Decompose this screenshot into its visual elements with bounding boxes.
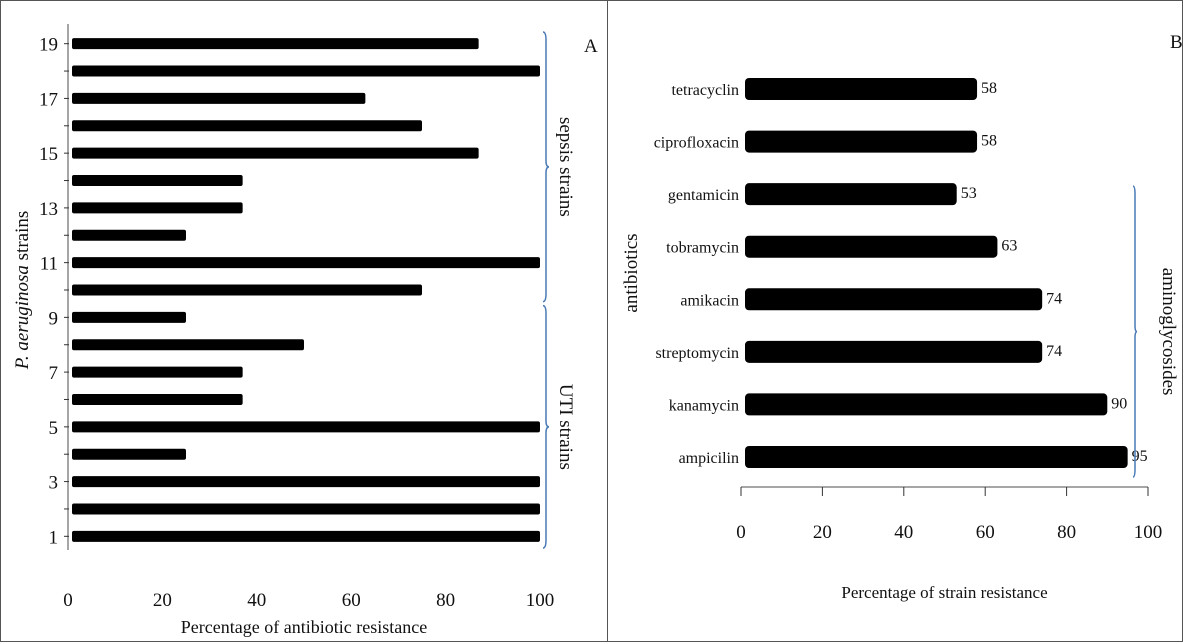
panel-a-bar (72, 476, 540, 488)
panel-b-bar (745, 183, 957, 206)
panel-b-x-tick-label: 0 (736, 522, 746, 543)
panel-a-bar (72, 393, 243, 405)
panel-a-brace-label: sepsis strains (555, 117, 576, 217)
panel-b: 0 20 40 60 80 100 95 ampicilin 90 kanamycin 74 stre… (607, 0, 1183, 642)
panel-b-y-axis-label: antibiotics (621, 233, 642, 312)
panel-b-data-label: 63 (1001, 238, 1017, 255)
panel-a-bar (72, 311, 186, 323)
panel-b-bar (745, 288, 1043, 311)
panel-b-category-label: ampicilin (679, 450, 739, 467)
panel-b-brace (1132, 185, 1138, 478)
panel-a-brace (542, 304, 550, 549)
panel-a-bar (72, 421, 540, 433)
panel-a-x-tick-label: 0 (63, 590, 73, 611)
panel-b-data-label: 90 (1111, 395, 1127, 412)
panel-a-y-tick-label: 7 (49, 363, 59, 384)
panel-a-brace-label: UTI strains (555, 384, 576, 470)
panel-a-bar (72, 530, 540, 542)
panel-b-category-label: gentamicin (668, 187, 739, 204)
panel-a-y-tick-label: 17 (39, 89, 58, 110)
panel-a-bar (72, 257, 540, 269)
panel-b-data-label: 95 (1132, 448, 1148, 465)
panel-a-y-axis-label-rest: strains (12, 211, 33, 265)
panel-a-bar (72, 65, 540, 77)
panel-b-category-label: streptomycin (655, 345, 739, 362)
panel-a-bar (72, 366, 243, 378)
panel-a-x-tick-label: 100 (526, 590, 555, 611)
panel-a-label: A (584, 36, 598, 57)
panel-a-bar (72, 38, 479, 50)
panel-a-y-axis-label-italic: P. aeruginosa (12, 265, 33, 370)
panel-b-category-label: tetracyclin (671, 82, 739, 99)
panel-b-bar (745, 393, 1108, 416)
panel-b-label: B (1170, 32, 1183, 53)
panel-a-y-axis-label: P. aeruginosa strains (12, 211, 33, 371)
panel-a-bar (72, 147, 479, 159)
panel-b-brace-label: aminoglycosides (1158, 268, 1179, 396)
panel-b-x-axis-label: Percentage of strain resistance (841, 583, 1047, 602)
panel-b-category-label: amikacin (680, 292, 739, 309)
panel-b-category-label: kanamycin (669, 397, 739, 414)
panel-b-data-label: 58 (981, 80, 997, 97)
panel-a-x-tick-label: 40 (247, 590, 266, 611)
panel-a-y-tick-label: 13 (39, 199, 58, 220)
panel-b-bar (745, 78, 978, 100)
panel-a-bar (72, 202, 243, 214)
panel-a-y-tick-label: 11 (40, 254, 58, 275)
panel-a-bar (72, 120, 422, 132)
panel-b-data-label: 53 (961, 185, 977, 202)
panel-a-x-tick-label: 60 (342, 590, 361, 611)
panel-b-x-tick-label: 40 (894, 522, 913, 543)
panel-a-y-tick-label: 3 (49, 473, 59, 494)
panel-a-x-tick-label: 20 (153, 590, 172, 611)
panel-a-bar (72, 229, 186, 241)
panel-b-bar (745, 235, 998, 258)
panel-a-bar (72, 284, 422, 296)
panel-a-bar (72, 503, 540, 515)
panel-a-x-axis-label: Percentage of antibiotic resistance (181, 617, 427, 637)
panel-a-bar (72, 92, 366, 104)
panel-a-bar (72, 339, 304, 351)
panel-a-brace (542, 31, 550, 303)
panel-b-category-label: ciprofloxacin (654, 135, 739, 152)
panel-a-y-tick-label: 1 (49, 527, 59, 548)
panel-b-category-label: tobramycin (666, 240, 739, 257)
panel-b-data-label: 74 (1046, 290, 1062, 307)
panel-b-x-tick-label: 20 (813, 522, 832, 543)
panel-b-data-label: 58 (981, 133, 997, 150)
panel-b-bar (745, 340, 1043, 363)
panel-a-bar (72, 175, 243, 187)
panel-a-y-tick-label: 19 (39, 35, 58, 56)
panel-b-x-tick-label: 100 (1134, 522, 1163, 543)
panel-a-x-tick-label: 80 (436, 590, 455, 611)
panel-a-y-tick-label: 9 (49, 308, 59, 329)
panel-b-x-tick-label: 80 (1057, 522, 1076, 543)
panel-a-y-tick-label: 5 (49, 418, 59, 439)
panel-b-x-tick-label: 60 (976, 522, 995, 543)
panel-a-bar (72, 448, 186, 460)
panel-b-bar (745, 130, 978, 153)
panel-b-bar (745, 446, 1128, 468)
panel-b-data-label: 74 (1046, 343, 1062, 360)
panel-a-y-tick-label: 15 (39, 144, 58, 165)
